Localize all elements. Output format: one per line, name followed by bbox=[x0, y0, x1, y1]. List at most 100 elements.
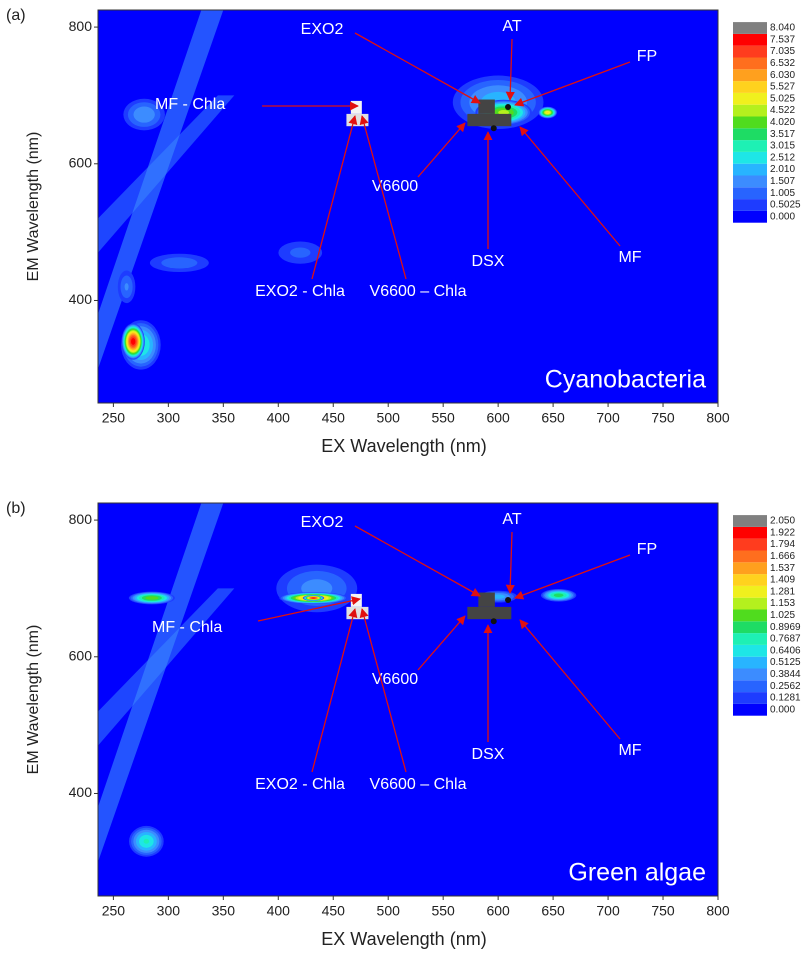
x-tick-label: 250 bbox=[102, 410, 126, 426]
colorbar-swatch bbox=[733, 703, 767, 716]
annotation-arrow bbox=[257, 596, 361, 622]
colorbar-label: 1.409 bbox=[770, 575, 795, 586]
x-tick-label: 450 bbox=[322, 903, 346, 919]
annotation-arrow bbox=[359, 115, 407, 280]
colorbar-label: 5.025 bbox=[770, 93, 795, 104]
annotation-label: FP bbox=[637, 48, 657, 65]
sensor-box bbox=[350, 100, 362, 114]
colorbar-swatch bbox=[733, 81, 767, 93]
panel-name: Green algae bbox=[568, 859, 706, 887]
colorbar-swatch bbox=[733, 656, 767, 669]
sensor-dot bbox=[505, 104, 512, 111]
colorbar-label: 7.035 bbox=[770, 46, 795, 57]
x-tick-label: 600 bbox=[486, 903, 510, 919]
colorbar-swatch bbox=[733, 175, 767, 188]
y-axis-label: EM Wavelength (nm) bbox=[25, 625, 42, 775]
annotation-arrow bbox=[519, 126, 621, 247]
scatter-band bbox=[98, 95, 235, 253]
colorbar-label: 4.020 bbox=[770, 117, 795, 128]
plot-frame bbox=[97, 9, 719, 404]
x-tick-label: 500 bbox=[377, 903, 401, 919]
annotation-label: EXO2 bbox=[301, 21, 344, 38]
colorbar-swatch bbox=[733, 140, 767, 152]
colorbar-swatch bbox=[733, 163, 767, 176]
annotation-label: EXO2 bbox=[301, 514, 344, 531]
annotation-label: DSX bbox=[472, 746, 505, 763]
colorbar-label: 0.000 bbox=[770, 211, 795, 222]
colorbar-swatch bbox=[733, 128, 767, 141]
colorbar-label: 4.522 bbox=[770, 105, 795, 116]
colorbar-label: 1.025 bbox=[770, 610, 795, 621]
x-axis-label: EX Wavelength (nm) bbox=[321, 929, 486, 949]
colorbar-swatch bbox=[733, 116, 767, 129]
contour-region bbox=[124, 283, 129, 291]
x-tick-label: 700 bbox=[596, 410, 620, 426]
colorbar-swatch bbox=[733, 45, 767, 58]
colorbar-label: 0.2562 bbox=[770, 681, 801, 692]
plot-frame bbox=[97, 502, 719, 897]
annotation-label: AT bbox=[502, 18, 521, 35]
sensor-dot bbox=[490, 618, 497, 625]
colorbar-label: 3.015 bbox=[770, 141, 795, 152]
colorbar-label: 2.050 bbox=[770, 516, 795, 527]
panel-name: Cyanobacteria bbox=[545, 366, 706, 394]
colorbar-swatch bbox=[733, 609, 767, 622]
colorbar-label: 6.030 bbox=[770, 70, 795, 81]
colorbar-label: 1.537 bbox=[770, 563, 795, 574]
scatter-band bbox=[98, 588, 235, 746]
colorbar-swatch bbox=[733, 585, 767, 598]
annotation-arrow bbox=[505, 38, 515, 101]
annotation-label: V6600 bbox=[372, 671, 418, 688]
contour-region bbox=[290, 247, 311, 258]
colorbar-label: 2.512 bbox=[770, 152, 795, 163]
annotation-arrow bbox=[514, 554, 631, 600]
colorbar-label: 1.922 bbox=[770, 527, 795, 538]
colorbar-swatch bbox=[733, 92, 767, 105]
colorbar-swatch bbox=[733, 633, 767, 645]
x-tick-label: 650 bbox=[541, 903, 565, 919]
y-tick-label: 600 bbox=[69, 647, 93, 663]
colorbar-swatch bbox=[733, 526, 767, 539]
sensor-box bbox=[478, 99, 495, 114]
sensor-box bbox=[467, 113, 512, 127]
colorbar-swatch bbox=[733, 515, 767, 527]
contour-region bbox=[546, 112, 549, 113]
x-tick-label: 350 bbox=[212, 903, 236, 919]
annotation-arrow bbox=[359, 608, 407, 773]
contour-layer bbox=[98, 503, 577, 862]
y-tick-label: 400 bbox=[69, 291, 93, 307]
annotation-arrow bbox=[514, 61, 631, 107]
annotation-label: DSX bbox=[472, 253, 505, 270]
colorbar-swatch bbox=[733, 69, 767, 82]
y-axis-label: EM Wavelength (nm) bbox=[25, 132, 42, 282]
colorbar-swatch bbox=[733, 151, 767, 164]
colorbar-label: 1.507 bbox=[770, 176, 795, 187]
annotation-label: FP bbox=[637, 541, 657, 558]
colorbar-label: 0.3844 bbox=[770, 669, 801, 680]
annotation-label: EXO2 - Chla bbox=[255, 283, 345, 300]
colorbar-label: 1.005 bbox=[770, 188, 795, 199]
colorbar-swatch bbox=[733, 597, 767, 610]
colorbar-swatch bbox=[733, 538, 767, 551]
x-tick-label: 400 bbox=[267, 410, 291, 426]
sensor-box bbox=[467, 606, 512, 620]
panel-label: (b) bbox=[6, 500, 26, 517]
colorbar-swatch bbox=[733, 621, 767, 634]
contour-region bbox=[161, 257, 198, 269]
colorbar-label: 0.5025 bbox=[770, 200, 801, 211]
x-tick-label: 600 bbox=[486, 410, 510, 426]
colorbar-swatch bbox=[733, 644, 767, 657]
colorbar-swatch bbox=[733, 692, 767, 704]
annotation-arrow bbox=[519, 619, 621, 740]
colorbar-swatch bbox=[733, 22, 767, 34]
colorbar-label: 1.153 bbox=[770, 598, 795, 609]
annotation-arrow bbox=[505, 531, 515, 594]
colorbar-label: 0.7687 bbox=[770, 634, 801, 645]
contour-region bbox=[133, 106, 155, 123]
x-axis-label: EX Wavelength (nm) bbox=[321, 436, 486, 456]
contour-region bbox=[553, 593, 564, 598]
panel: 250 300 350 400 450 500 550 600 650 700 750 800 400 6… bbox=[6, 500, 801, 949]
x-tick-label: 300 bbox=[157, 903, 181, 919]
y-tick-label: 600 bbox=[69, 154, 93, 170]
